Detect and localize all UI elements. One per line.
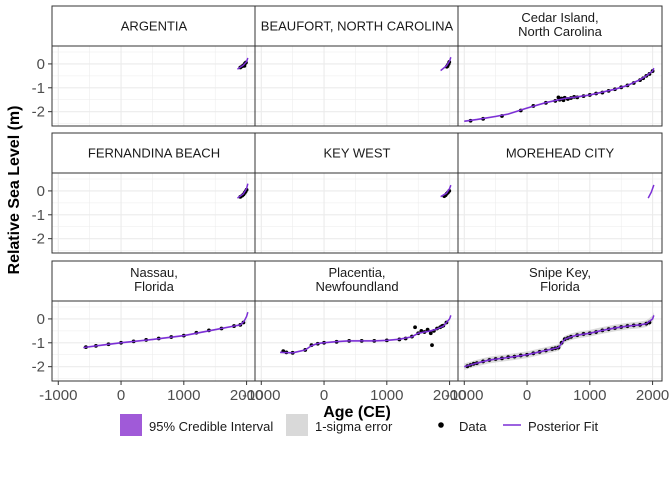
y-tick-label: 0 bbox=[37, 183, 45, 200]
plot-background bbox=[458, 301, 662, 381]
plot-background bbox=[255, 46, 459, 126]
y-tick-label: -2 bbox=[32, 104, 45, 121]
x-tick-label: -1000 bbox=[242, 387, 280, 404]
sigma-error-band bbox=[464, 311, 654, 371]
x-tick-label: 2000 bbox=[433, 387, 466, 404]
facet-panel: Cedar Island,North Carolina bbox=[457, 5, 663, 127]
facet-panel: KEY WEST bbox=[254, 132, 460, 254]
facet-title: Nassau, bbox=[130, 265, 178, 280]
facet-title: Newfoundland bbox=[315, 279, 398, 294]
posterior-fit-line bbox=[237, 57, 249, 70]
facet-panel: Placentia,Newfoundland -1000 0 1000 2000 bbox=[242, 260, 466, 404]
facet-title: BEAUFORT, NORTH CAROLINA bbox=[261, 19, 454, 34]
facet-title: Florida bbox=[540, 279, 581, 294]
posterior-fit-line bbox=[464, 315, 655, 368]
x-tick-label: -1000 bbox=[445, 387, 483, 404]
y-tick-label: -1 bbox=[32, 80, 45, 97]
facet-title: North Carolina bbox=[518, 24, 603, 39]
y-tick-label: 0 bbox=[37, 311, 45, 328]
posterior-fit-line bbox=[237, 183, 249, 199]
facet-strip bbox=[457, 5, 663, 47]
x-tick-label: 1000 bbox=[573, 387, 606, 404]
x-axis-title: Age (CE) bbox=[323, 404, 391, 421]
legend: 95% Credible Interval 1-sigma error Data Po… bbox=[120, 414, 598, 436]
y-tick-label: -1 bbox=[32, 207, 45, 224]
facet-strip bbox=[254, 5, 460, 47]
facet-strip bbox=[51, 5, 257, 47]
plot-background bbox=[458, 173, 662, 253]
x-tick-label: 2000 bbox=[230, 387, 263, 404]
legend-ci-label: 95% Credible Interval bbox=[149, 419, 273, 434]
facet-title: KEY WEST bbox=[324, 146, 391, 161]
facet-title: ARGENTIA bbox=[121, 19, 188, 34]
y-tick-label: -2 bbox=[32, 359, 45, 376]
facet-panel: Snipe Key,Florida -1000 0 1000 2000 bbox=[445, 260, 669, 404]
posterior-fit-line bbox=[647, 184, 655, 199]
facet-strip bbox=[51, 132, 257, 174]
facet-panel: FERNANDINA BEACH 0 -1 -2 bbox=[32, 132, 257, 254]
data-point bbox=[413, 325, 417, 330]
x-tick-label: 1000 bbox=[370, 387, 403, 404]
posterior-fit-line bbox=[440, 56, 452, 72]
panel-border bbox=[457, 172, 663, 254]
y-tick-label: -2 bbox=[32, 231, 45, 248]
facet-panel: ARGENTIA 0 -1 -2 bbox=[32, 5, 257, 127]
x-tick-label: 2000 bbox=[636, 387, 669, 404]
y-tick-label: 0 bbox=[37, 56, 45, 73]
facet-title: Placentia, bbox=[328, 265, 385, 280]
facet-panel: Nassau,Florida 0 -1 -2 -1000 0 1000 2000 bbox=[32, 260, 263, 404]
posterior-fit-line bbox=[464, 67, 655, 122]
plot-background bbox=[52, 46, 256, 126]
legend-sigma-label: 1-sigma error bbox=[315, 419, 393, 434]
facet-title: Florida bbox=[134, 279, 175, 294]
facet-panel: BEAUFORT, NORTH CAROLINA bbox=[254, 5, 460, 127]
x-tick-label: 1000 bbox=[167, 387, 200, 404]
facet-panel: MOREHEAD CITY bbox=[457, 132, 663, 254]
posterior-fit-line bbox=[440, 184, 452, 198]
data-point bbox=[428, 331, 433, 336]
facet-strip bbox=[457, 132, 663, 174]
legend-fit-label: Posterior Fit bbox=[528, 419, 598, 434]
posterior-fit-line bbox=[83, 312, 249, 349]
facet-title: Cedar Island, bbox=[521, 10, 598, 25]
facet-title: FERNANDINA BEACH bbox=[88, 146, 220, 161]
posterior-fit-line bbox=[280, 315, 452, 354]
facet-strip bbox=[51, 260, 257, 302]
facet-title: MOREHEAD CITY bbox=[506, 146, 615, 161]
panel-border bbox=[457, 300, 663, 382]
legend-ci-swatch bbox=[120, 414, 142, 436]
legend-data-marker bbox=[438, 422, 444, 428]
plot-background bbox=[458, 46, 662, 126]
facet-strip bbox=[457, 260, 663, 302]
panel-border bbox=[457, 45, 663, 127]
y-tick-label: -1 bbox=[32, 335, 45, 352]
legend-sigma-swatch bbox=[286, 414, 308, 436]
credible-interval-band bbox=[440, 184, 451, 198]
x-tick-label: 0 bbox=[523, 387, 531, 404]
plot-background bbox=[52, 173, 256, 253]
plot-background bbox=[255, 173, 459, 253]
y-axis-title: Relative Sea Level (m) bbox=[6, 106, 23, 275]
x-tick-label: -1000 bbox=[39, 387, 77, 404]
facet-strip bbox=[254, 132, 460, 174]
x-tick-label: 0 bbox=[117, 387, 125, 404]
x-tick-label: 0 bbox=[320, 387, 328, 404]
facet-title: Snipe Key, bbox=[529, 265, 591, 280]
plot-background bbox=[52, 301, 256, 381]
legend-data-label: Data bbox=[459, 419, 487, 434]
data-point bbox=[430, 343, 434, 348]
